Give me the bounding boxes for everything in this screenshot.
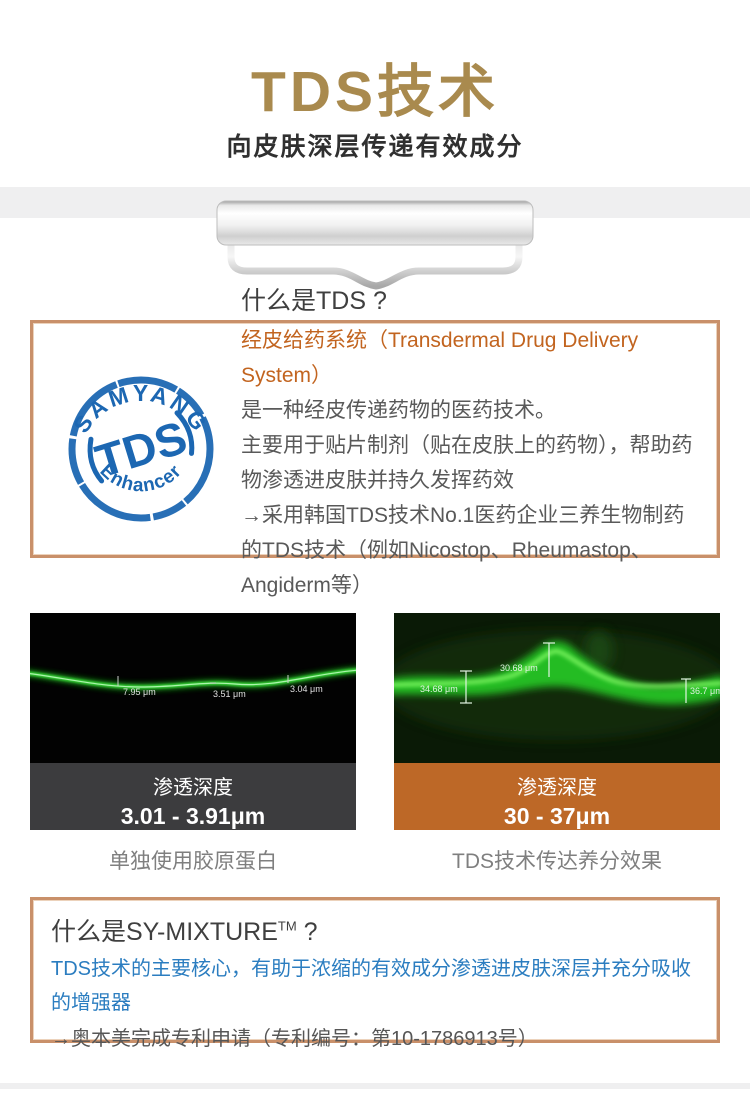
sy-mixture-heading-tail: ? [296,918,318,946]
tds-highlight-line: 经皮给药系统（Transdermal Drug Delivery System） [241,329,639,387]
tds-info-box: SAMYANG Enhancer TDS 什么是TDS ? 经皮给药系统（Tra… [30,287,720,597]
clipboard-clip-image [215,197,535,292]
annotation-label: 36.7 μm [690,686,720,696]
fluorescence-image-left: 7.95 μm 3.51 μm 3.04 μm [30,613,356,763]
stamp-icon: SAMYANG Enhancer TDS [68,376,214,521]
samyang-tds-stamp: SAMYANG Enhancer TDS [61,369,221,534]
tds-line-1: 是一种经皮传递药物的医药技术。 [241,399,556,422]
tds-line-3: →采用韩国TDS技术No.1医药企业三养生物制药的TDS技术（例如Nicosto… [241,504,685,597]
sy-mixture-info-box: 什么是SY-MIXTURETM ? TDS技术的主要核心，有助于浓缩的有效成分渗… [30,897,720,1050]
depth-bar-left-label: 渗透深度 [153,777,233,799]
annotation-label: 3.04 μm [290,684,323,694]
tds-line-2: 主要用于贴片制剂（贴在皮肤上的药物），帮助药物渗透进皮肤并持久发挥药效 [241,434,693,492]
divider-band-bottom [0,1083,750,1089]
depth-bar-right-label: 渗透深度 [517,777,597,799]
fluorescence-image-right: 34.68 μm 30.68 μm 36.7 μm [394,613,720,763]
depth-bar-right: 渗透深度 30 - 37μm [394,763,720,830]
depth-bar-left-value: 3.01 - 3.91μm [120,803,266,829]
tds-text-column: 什么是TDS ? 经皮给药系统（Transdermal Drug Deliver… [221,275,717,603]
tds-effect-image-block: 34.68 μm 30.68 μm 36.7 μm 渗透深度 30 - 37μm [394,613,720,830]
caption-tds-effect: TDS技术传达养分效果 [452,850,662,873]
caption-collagen-only: 单独使用胶原蛋白 [109,850,277,873]
page-subtitle: 向皮肤深层传递有效成分 [226,133,524,161]
tds-box-heading: 什么是TDS ? [241,287,387,315]
sy-mixture-description: TDS技术的主要核心，有助于浓缩的有效成分渗透进皮肤深层并充分吸收的增强器 [51,958,691,1014]
collagen-only-image-block: 7.95 μm 3.51 μm 3.04 μm 渗透深度 3.01 - 3.91… [30,613,356,830]
page-title: TDS技术 [251,60,499,124]
trademark-symbol: TM [277,918,297,934]
clip-icon [216,200,534,290]
annotation-label: 3.51 μm [213,689,246,699]
annotation-label: 30.68 μm [500,663,538,673]
annotation-label: 34.68 μm [420,684,458,694]
depth-bar-left: 渗透深度 3.01 - 3.91μm [30,763,356,830]
sy-mixture-heading: 什么是SY-MIXTURETM ? [51,912,699,948]
depth-bar-right-value: 30 - 37μm [503,803,611,829]
sy-mixture-heading-main: 什么是SY-MIXTURE [51,918,278,946]
annotation-label: 7.95 μm [123,687,156,697]
sy-mixture-patent-line: →奥本美完成专利申请（专利编号：第10-1786913号） [51,1028,538,1050]
